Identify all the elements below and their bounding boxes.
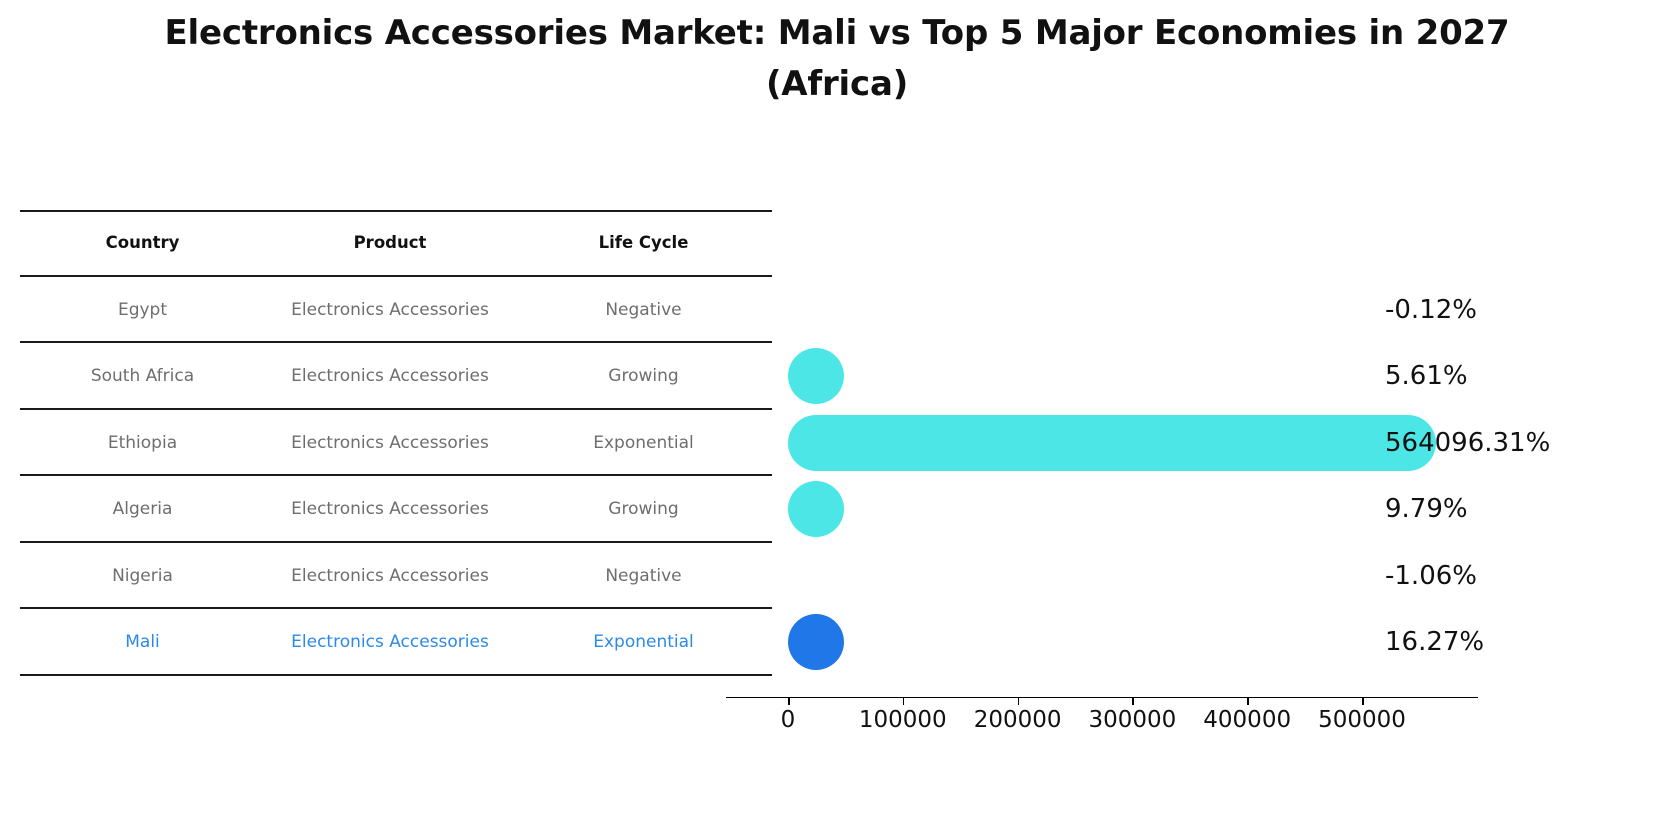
bar-value-label: 564096.31% <box>1385 427 1551 458</box>
x-axis-tick-label: 400000 <box>1203 707 1292 733</box>
cell-product: Electronics Accessories <box>291 565 489 586</box>
x-axis-tick <box>788 697 790 705</box>
cell-country: Algeria <box>112 499 173 520</box>
chart-title-line-2: (Africa) <box>765 64 909 104</box>
cell-country: South Africa <box>90 366 195 387</box>
comparison-table: Country Product Life Cycle Egypt Electronics… <box>20 210 772 676</box>
bar-value-label: 5.61% <box>1385 361 1468 392</box>
x-axis-tick-label: 100000 <box>858 707 947 733</box>
bar-row <box>788 609 1478 676</box>
bar-row <box>788 277 1478 344</box>
cell-life-cycle: Negative <box>605 565 682 586</box>
x-axis-left-stub <box>726 697 788 698</box>
bar-ethiopia[interactable] <box>788 414 1436 471</box>
cell-country: Egypt <box>117 299 168 320</box>
table-rule <box>20 607 772 609</box>
table-rule <box>20 540 772 543</box>
x-axis-tick-label: 300000 <box>1088 707 1177 733</box>
table-row[interactable]: Ethiopia Electronics Accessories Exponenti… <box>20 410 772 476</box>
x-axis-tick <box>1362 697 1364 705</box>
table-row[interactable]: Mali Electronics Accessories Exponential <box>20 609 772 676</box>
chart-title-line-1: Electronics Accessories Market: Mali vs … <box>164 13 1510 53</box>
x-axis-tick <box>902 697 905 705</box>
table-row[interactable]: South Africa Electronics Accessories Growi… <box>20 343 772 410</box>
column-header-product: Product <box>353 233 427 253</box>
x-axis-tick <box>1247 697 1249 705</box>
column-header-life-cycle: Life Cycle <box>598 233 689 253</box>
bar-algeria[interactable] <box>788 481 844 538</box>
cell-life-cycle: Exponential <box>593 632 694 653</box>
cell-country: Ethiopia <box>107 432 178 453</box>
bar-south-africa[interactable] <box>788 348 844 405</box>
table-rule <box>20 407 772 410</box>
table-rule <box>20 673 772 676</box>
table-rule <box>20 210 772 212</box>
cell-country: Nigeria <box>112 565 173 586</box>
cell-product: Electronics Accessories <box>291 299 489 320</box>
bar-row <box>788 410 1478 477</box>
cell-life-cycle: Exponential <box>593 432 694 453</box>
bar-mali[interactable] <box>788 614 844 671</box>
table-rule <box>20 341 772 343</box>
cell-life-cycle: Negative <box>605 299 682 320</box>
x-axis-tick-label: 0 <box>780 707 796 733</box>
bar-row <box>788 343 1478 410</box>
bar-row <box>788 543 1478 610</box>
bar-value-label: -0.12% <box>1385 294 1477 325</box>
table-row[interactable]: Egypt Electronics Accessories Negative <box>20 277 772 343</box>
cell-product: Electronics Accessories <box>291 632 489 653</box>
cell-product: Electronics Accessories <box>291 432 489 453</box>
x-axis-tick <box>1017 697 1020 705</box>
column-header-country: Country <box>105 233 180 253</box>
x-axis-tick-label: 200000 <box>973 707 1062 733</box>
chart-title: Electronics Accessories Market: Mali vs … <box>0 8 1674 110</box>
cell-life-cycle: Growing <box>608 366 679 387</box>
bar-chart-plot-area <box>788 210 1478 698</box>
bar-value-label: 9.79% <box>1385 494 1468 525</box>
bar-value-label: -1.06% <box>1385 560 1477 591</box>
cell-product: Electronics Accessories <box>291 366 489 387</box>
table-rule <box>20 474 772 476</box>
cell-country: Mali <box>125 632 160 653</box>
table-rule <box>20 274 772 277</box>
table-header-row: Country Product Life Cycle <box>20 210 772 277</box>
x-axis-tick <box>1132 697 1134 705</box>
x-axis-tick-label: 500000 <box>1318 707 1406 733</box>
bar-value-label: 16.27% <box>1385 627 1485 658</box>
bar-row <box>788 476 1478 543</box>
x-axis: 0 100000 200000 300000 400000 500000 <box>781 697 1478 733</box>
cell-product: Electronics Accessories <box>291 499 489 520</box>
cell-life-cycle: Growing <box>608 499 679 520</box>
table-row[interactable]: Nigeria Electronics Accessories Negative <box>20 543 772 609</box>
bar-value-labels: -0.12% 5.61% 564096.31% 9.79% -1.06% 16.27% <box>1385 210 1674 658</box>
table-row[interactable]: Algeria Electronics Accessories Growing <box>20 476 772 543</box>
